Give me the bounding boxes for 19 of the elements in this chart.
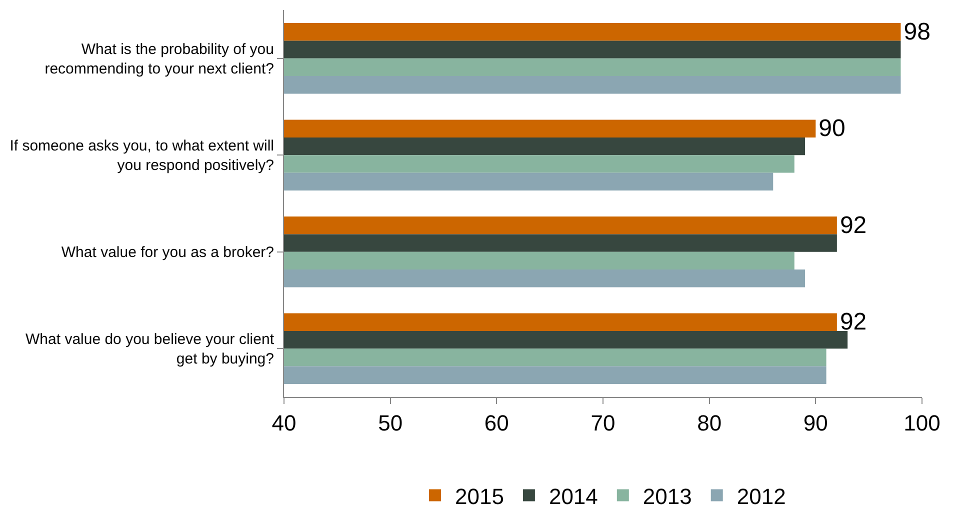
legend-label: 2012 [736,484,786,509]
x-tick-label: 60 [484,410,509,436]
legend-label: 2013 [642,484,692,509]
x-tick-label: 40 [272,410,296,436]
y-tick-label: If someone asks you, to what extent will you respond positively? [10,138,274,174]
x-tick-label: 80 [697,410,722,436]
x-tick-label: 50 [378,410,403,436]
x-tick-label: 90 [803,410,828,436]
data-label: 98 [904,18,930,46]
data-label: 92 [840,308,867,336]
y-tick-label: What is the probability of you recommending to your next client? [44,40,274,78]
data-label: 92 [840,212,867,239]
x-tick-label: 70 [590,410,616,436]
legend-label: 2015 [455,484,504,509]
data-label: 90 [818,115,846,142]
y-tick-label: What value do you believe your client get by buying? [26,331,275,368]
legend-label: 2014 [548,484,598,509]
x-tick-label: 100 [904,410,940,436]
y-tick-label: What value for you as a broker? [61,244,274,262]
